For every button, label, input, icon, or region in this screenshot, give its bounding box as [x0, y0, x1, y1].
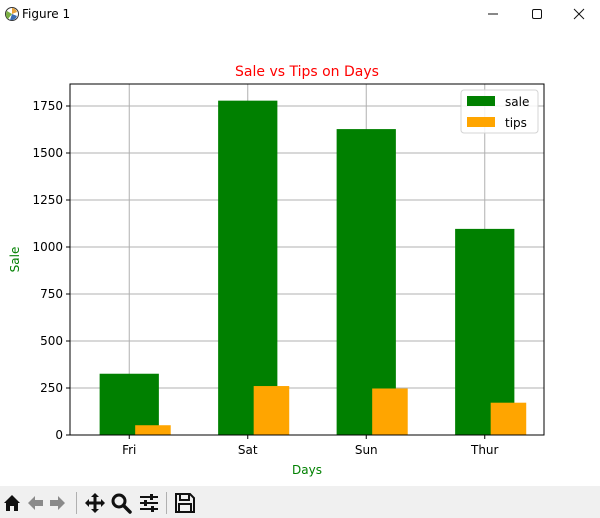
navigation-toolbar	[0, 486, 600, 518]
zoom-button[interactable]	[110, 492, 132, 514]
toolbar-separator	[76, 492, 77, 514]
close-button[interactable]	[556, 0, 600, 28]
x-tick-label: Sun	[355, 443, 378, 457]
y-tick-label: 1500	[32, 146, 63, 160]
save-button[interactable]	[174, 492, 196, 514]
back-icon	[28, 496, 43, 510]
close-icon	[573, 8, 585, 20]
maximize-icon	[532, 9, 542, 19]
y-tick-label: 500	[40, 334, 63, 348]
legend-swatch-sale	[467, 96, 495, 106]
home-icon	[4, 495, 20, 511]
x-axis-label: Days	[292, 463, 322, 477]
bar-sale-fri	[99, 373, 159, 435]
legend-label-sale: sale	[505, 95, 529, 109]
y-tick-label: 1250	[32, 193, 63, 207]
bar-chart: 0 250 500 750 1000 1250 1500 1750 Fri Sat Sun Thur S…	[8, 64, 545, 477]
bar-tips-thur	[490, 402, 527, 435]
x-tick-label: Thur	[470, 443, 499, 457]
configure-subplots-button[interactable]	[138, 492, 160, 514]
bar-tips-sat	[253, 386, 290, 435]
home-button[interactable]	[1, 492, 23, 514]
figure-canvas[interactable]: 0 250 500 750 1000 1250 1500 1750 Fri Sat Sun Thur S…	[0, 28, 600, 486]
window-title: Figure 1	[22, 7, 71, 21]
x-tick-label: Fri	[122, 443, 136, 457]
configure-subplots-icon	[140, 494, 158, 512]
chart-title: Sale vs Tips on Days	[235, 64, 379, 80]
x-tick-label: Sat	[238, 443, 258, 457]
save-icon	[175, 493, 195, 513]
y-tick-label: 1750	[32, 99, 63, 113]
y-tick-label: 750	[40, 287, 63, 301]
minimize-button[interactable]	[470, 0, 516, 28]
forward-icon	[50, 496, 65, 510]
back-button[interactable]	[24, 492, 46, 514]
maximize-button[interactable]	[514, 0, 560, 28]
minimize-icon	[488, 13, 498, 15]
y-tick-label: 1000	[32, 240, 63, 254]
bar-sale-thur	[455, 228, 515, 435]
bar-sale-sun	[336, 129, 396, 435]
legend-label-tips: tips	[505, 116, 527, 130]
bar-tips-sun	[372, 388, 408, 435]
legend-swatch-tips	[467, 117, 495, 127]
bar-sale-sat	[218, 100, 278, 436]
pan-icon	[85, 493, 105, 513]
forward-button[interactable]	[47, 492, 69, 514]
y-tick-label: 250	[40, 381, 63, 395]
pan-button[interactable]	[84, 492, 106, 514]
y-tick-label: 0	[55, 428, 63, 442]
title-bar: Figure 1	[0, 0, 600, 28]
zoom-icon	[111, 493, 132, 514]
toolbar-separator	[166, 492, 167, 514]
axes-frame	[69, 83, 545, 436]
matplotlib-app-icon	[5, 7, 19, 21]
y-axis-label: Sale	[8, 247, 22, 273]
bar-tips-fri	[135, 425, 171, 435]
